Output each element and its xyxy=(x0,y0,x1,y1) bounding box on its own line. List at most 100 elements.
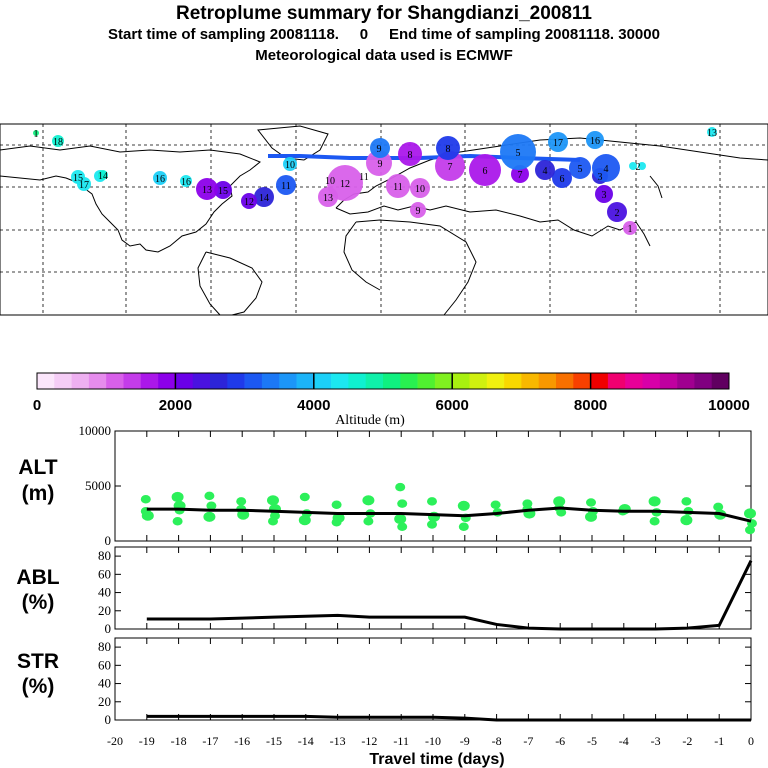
colorbar-ticks: 0 2000 4000 6000 8000 10000 xyxy=(33,397,750,414)
y-tick-label: 60 xyxy=(98,566,111,581)
colorbar-label: Altitude (m) xyxy=(335,413,405,428)
alt-panel-yunit: (m) xyxy=(22,482,55,505)
alt-point xyxy=(397,522,408,531)
colorbar-cell xyxy=(54,373,72,389)
alt-point xyxy=(397,499,408,508)
colorbar-cell xyxy=(140,373,159,389)
alt-point xyxy=(206,501,217,511)
plume-cluster xyxy=(366,150,392,176)
alt-axis-ticks: 10000 5000 0 xyxy=(79,423,752,548)
colorbar-cell xyxy=(192,373,211,389)
plume-label: 10 xyxy=(325,176,335,187)
colorbar-tick-label: 6000 xyxy=(436,397,469,414)
plume-label: 13 xyxy=(707,128,717,139)
alt-point xyxy=(427,497,437,506)
colorbar-cell xyxy=(106,373,124,389)
str-panel-ylabel: STR xyxy=(17,650,59,673)
alt-point xyxy=(681,497,692,506)
alt-point xyxy=(586,498,596,507)
str-line xyxy=(146,714,751,722)
colorbar-cell xyxy=(210,373,228,389)
x-tick-label: 0 xyxy=(748,734,754,748)
x-tick-label: -5 xyxy=(587,734,597,748)
alt-point xyxy=(362,495,375,506)
plume-cluster xyxy=(569,157,591,179)
plume-cluster xyxy=(283,157,297,171)
colorbar-cell xyxy=(88,373,107,389)
x-tick-label: -1 xyxy=(714,734,724,748)
colorbar-cell xyxy=(37,373,55,389)
colorbar-cell xyxy=(486,373,505,389)
colorbar-cell xyxy=(556,373,574,389)
plume-cluster xyxy=(629,162,637,170)
chart-title: Retroplume summary for Shangdianzi_20081… xyxy=(175,3,593,24)
alt-point xyxy=(648,496,661,507)
plume-label: 14 xyxy=(98,171,108,182)
alt-point xyxy=(299,492,310,502)
plume-label: 9 xyxy=(416,206,421,217)
plume-cluster xyxy=(71,170,85,184)
plume-cluster xyxy=(595,185,613,203)
alt-point xyxy=(649,516,660,526)
x-tick-label: -7 xyxy=(523,734,533,748)
plume-cluster xyxy=(592,154,620,182)
colorbar-cell xyxy=(71,373,90,389)
x-tick-label: -17 xyxy=(202,734,218,748)
plume-label: 17 xyxy=(553,138,563,149)
abl-line xyxy=(146,560,753,631)
alt-point xyxy=(457,500,470,511)
alt-point xyxy=(744,508,756,519)
alt-point xyxy=(745,525,755,535)
plume-label: 10 xyxy=(285,160,295,171)
plume-cluster xyxy=(436,136,460,160)
chart-subtitle-meteo: Meteorological data used is ECMWF xyxy=(255,47,513,64)
plume-cluster xyxy=(552,168,572,188)
chart-subtitle-sampling: Start time of sampling 20081118. 0 End t… xyxy=(108,26,660,43)
str-panel-frame xyxy=(114,637,752,721)
colorbar-cell xyxy=(521,373,539,389)
colorbar-cell xyxy=(175,373,193,389)
y-tick-label: 40 xyxy=(98,676,111,691)
plume-label: 3 xyxy=(598,172,603,183)
plume-label: 6 xyxy=(560,174,565,185)
alt-point xyxy=(298,515,311,526)
plume-label: 4 xyxy=(543,166,548,177)
plume-label: 11 xyxy=(359,172,369,183)
colorbar-cell xyxy=(400,373,418,389)
plume-cluster xyxy=(180,175,192,187)
plume-label: 12 xyxy=(244,197,254,208)
x-tick-label: -2 xyxy=(682,734,692,748)
y-tick-label: 10000 xyxy=(79,423,112,438)
alt-panel: ALT (m) 10000 5000 0 xyxy=(18,423,757,548)
plume-label: 13 xyxy=(202,185,212,196)
plume-label: 16 xyxy=(590,136,600,147)
plume-cluster xyxy=(196,178,218,200)
plume-cluster xyxy=(398,142,422,166)
x-tick-label: -4 xyxy=(619,734,629,748)
plume-cluster xyxy=(276,175,296,195)
x-tick-label: -16 xyxy=(234,734,250,748)
colorbar-cell xyxy=(607,373,626,389)
x-tick-label: -9 xyxy=(460,734,470,748)
colorbar-cell xyxy=(694,373,712,389)
plume-label: 13 xyxy=(323,193,333,204)
alt-point xyxy=(490,500,501,509)
x-tick-label: -20 xyxy=(107,734,123,748)
plume-cluster xyxy=(241,193,257,209)
plume-cluster xyxy=(410,202,426,218)
plume-cluster xyxy=(254,187,274,207)
plume-label: 16 xyxy=(181,177,191,188)
y-tick-label: 0 xyxy=(105,712,112,727)
plume-cluster xyxy=(98,170,108,180)
plume-label: 10 xyxy=(415,184,425,195)
plume-label: 2 xyxy=(636,162,641,173)
alt-point xyxy=(236,497,247,506)
y-tick-label: 40 xyxy=(98,585,111,600)
x-tick-label: -6 xyxy=(555,734,565,748)
plume-cluster xyxy=(548,132,568,152)
alt-points xyxy=(140,482,757,535)
alt-point xyxy=(427,520,437,529)
plume-label: 3 xyxy=(602,190,607,201)
